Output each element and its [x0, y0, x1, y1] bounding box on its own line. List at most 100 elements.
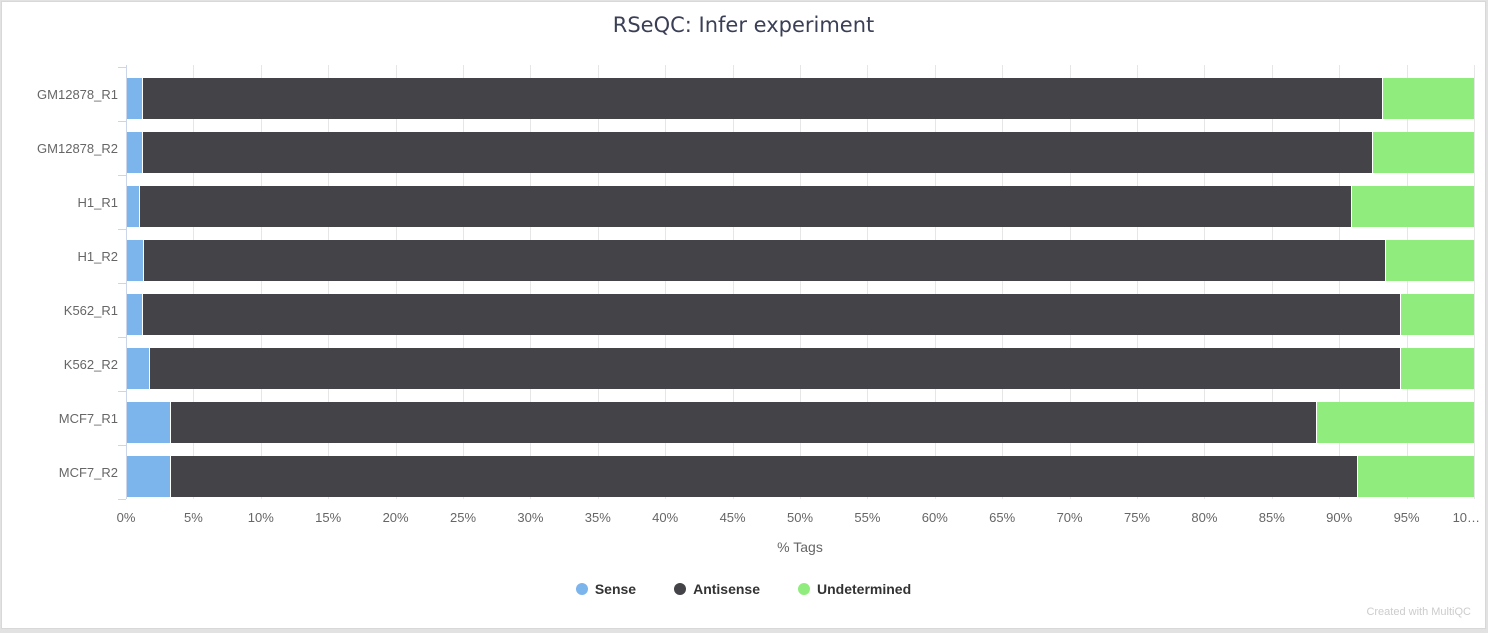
bar-segment-undetermined-GM12878_R1[interactable] — [1382, 77, 1474, 119]
bar-segment-sense-MCF7_R2[interactable] — [127, 455, 171, 497]
credit-text: Created with MultiQC — [1366, 606, 1471, 618]
grid-line-20 — [395, 65, 397, 499]
value-axis-tick-label-45: 45% — [719, 510, 746, 525]
bar-segment-antisense-K562_R2[interactable] — [148, 347, 1400, 389]
plot-title: RSeQC: Infer experiment — [612, 13, 875, 37]
value-axis-tick-label-0: 0% — [116, 510, 136, 525]
value-axis-tick-label-75: 75% — [1123, 510, 1151, 525]
category-label-H1_R2: H1_R2 — [77, 248, 118, 264]
legend: Sense Antisense Undetermined — [2, 581, 1485, 597]
legend-item-sense[interactable]: Sense — [575, 581, 637, 597]
bar-row-MCF7_R1 — [127, 401, 1474, 443]
category-axis-tick — [118, 391, 126, 392]
bar-segment-undetermined-MCF7_R2[interactable] — [1356, 455, 1474, 497]
category-label-GM12878_R1: GM12878_R1 — [37, 86, 118, 102]
value-axis-tick-label-70: 70% — [1056, 510, 1083, 525]
grid-line-55 — [867, 65, 869, 499]
bar-segment-sense-H1_R2[interactable] — [127, 239, 144, 281]
bar-row-H1_R1 — [127, 185, 1474, 227]
grid-line-100 — [1474, 65, 1475, 499]
bar-segment-sense-K562_R1[interactable] — [127, 293, 142, 335]
legend-item-undetermined[interactable]: Undetermined — [798, 581, 911, 597]
legend-marker-undetermined — [798, 583, 811, 595]
category-label-K562_R1: K562_R1 — [63, 302, 118, 318]
value-axis-tick-label-100: 10… — [1452, 510, 1481, 525]
value-axis-tick-labels: 0% 5% 10% 15% 20% 25% 30% 35% 40% 45% 50% 55% 60% 65%… — [117, 510, 1480, 530]
bar-segment-antisense-H1_R1[interactable] — [139, 185, 1352, 227]
value-axis-title: % Tags — [777, 539, 823, 555]
grid-line-65 — [1002, 65, 1004, 499]
bar-segment-antisense-MCF7_R2[interactable] — [170, 455, 1357, 497]
grid-line-40 — [665, 65, 667, 499]
legend-label-sense: Sense — [594, 581, 637, 597]
value-axis-tick-label-20: 20% — [382, 510, 409, 525]
category-axis-line — [126, 65, 127, 499]
category-axis-tick — [118, 121, 126, 122]
bar-segment-sense-GM12878_R1[interactable] — [127, 77, 142, 119]
bar-row-MCF7_R2 — [127, 455, 1474, 497]
value-axis-tick-label-80: 80% — [1191, 510, 1218, 525]
category-axis-labels: GM12878_R1 GM12878_R2 H1_R1 H1_R2 K562_R1 K56… — [4, 67, 118, 499]
category-axis-tick — [118, 499, 126, 500]
bar-segment-antisense-GM12878_R1[interactable] — [141, 77, 1383, 119]
category-axis-tick — [118, 445, 126, 446]
legend-marker-sense — [575, 583, 588, 595]
value-axis-tick-label-40: 40% — [652, 510, 679, 525]
bar-segment-undetermined-GM12878_R2[interactable] — [1371, 131, 1474, 173]
legend-item-antisense[interactable]: Antisense — [674, 581, 760, 597]
category-axis-tick — [118, 337, 126, 338]
grid-line-15 — [328, 65, 330, 499]
value-axis-tick-label-25: 25% — [449, 510, 477, 525]
value-axis-tick-label-95: 95% — [1393, 510, 1420, 525]
value-axis-tick-label-50: 50% — [786, 510, 814, 525]
value-axis-tick-label-35: 35% — [584, 510, 611, 525]
bar-row-K562_R1 — [127, 293, 1474, 335]
grid-line-80 — [1204, 65, 1206, 499]
bar-segment-sense-MCF7_R1[interactable] — [127, 401, 171, 443]
value-axis-tick-label-30: 30% — [517, 510, 544, 525]
bar-segment-antisense-K562_R1[interactable] — [141, 293, 1400, 335]
grid-line-50 — [800, 65, 801, 499]
grid-line-85 — [1271, 65, 1273, 499]
category-label-H1_R1: H1_R1 — [77, 194, 118, 210]
bar-segment-undetermined-K562_R1[interactable] — [1399, 293, 1474, 335]
grid-line-25 — [463, 65, 464, 499]
value-axis-tick-label-5: 5% — [183, 510, 203, 525]
grid-line-5 — [193, 65, 195, 499]
category-axis-tick — [118, 283, 126, 284]
grid-line-90 — [1339, 65, 1341, 499]
bar-segment-sense-K562_R2[interactable] — [127, 347, 149, 389]
legend-marker-antisense — [674, 583, 687, 595]
grid-line-30 — [530, 65, 532, 499]
bar-segment-undetermined-H1_R1[interactable] — [1351, 185, 1474, 227]
grid-line-60 — [934, 65, 936, 499]
value-axis-tick-label-90: 90% — [1326, 510, 1353, 525]
grid-line-95 — [1406, 65, 1408, 499]
bar-row-K562_R2 — [127, 347, 1474, 389]
value-axis-tick-label-60: 60% — [921, 510, 948, 525]
value-axis-tick-label-10: 10% — [247, 510, 274, 525]
value-axis-tick-label-85: 85% — [1258, 510, 1285, 525]
bar-segment-undetermined-K562_R2[interactable] — [1399, 347, 1474, 389]
plot-area: 0% 5% 10% 15% 20% 25% 30% 35% 40% 45% 50% 55% 60% 65%… — [117, 65, 1480, 555]
grid-line-10 — [260, 65, 262, 499]
category-axis-tick — [118, 175, 126, 176]
bar-segment-undetermined-H1_R2[interactable] — [1385, 239, 1474, 281]
category-axis-tick — [118, 67, 126, 68]
bar-segment-antisense-GM12878_R2[interactable] — [141, 131, 1372, 173]
grid-line-45 — [732, 65, 734, 499]
bar-segment-antisense-MCF7_R1[interactable] — [170, 401, 1317, 443]
bar-row-GM12878_R2 — [127, 131, 1474, 173]
value-axis-tick-label-65: 65% — [989, 510, 1016, 525]
bar-segment-sense-GM12878_R2[interactable] — [127, 131, 142, 173]
category-axis-tick — [118, 229, 126, 230]
bar-segment-sense-H1_R1[interactable] — [127, 185, 140, 227]
bar-segment-undetermined-MCF7_R1[interactable] — [1316, 401, 1474, 443]
category-label-K562_R2: K562_R2 — [63, 356, 118, 372]
grid-line-70 — [1069, 65, 1071, 499]
bar-segment-antisense-H1_R2[interactable] — [143, 239, 1386, 281]
bar-row-GM12878_R1 — [127, 77, 1474, 119]
value-axis-tick-label-15: 15% — [315, 510, 342, 525]
value-axis-tick-label-55: 55% — [854, 510, 881, 525]
